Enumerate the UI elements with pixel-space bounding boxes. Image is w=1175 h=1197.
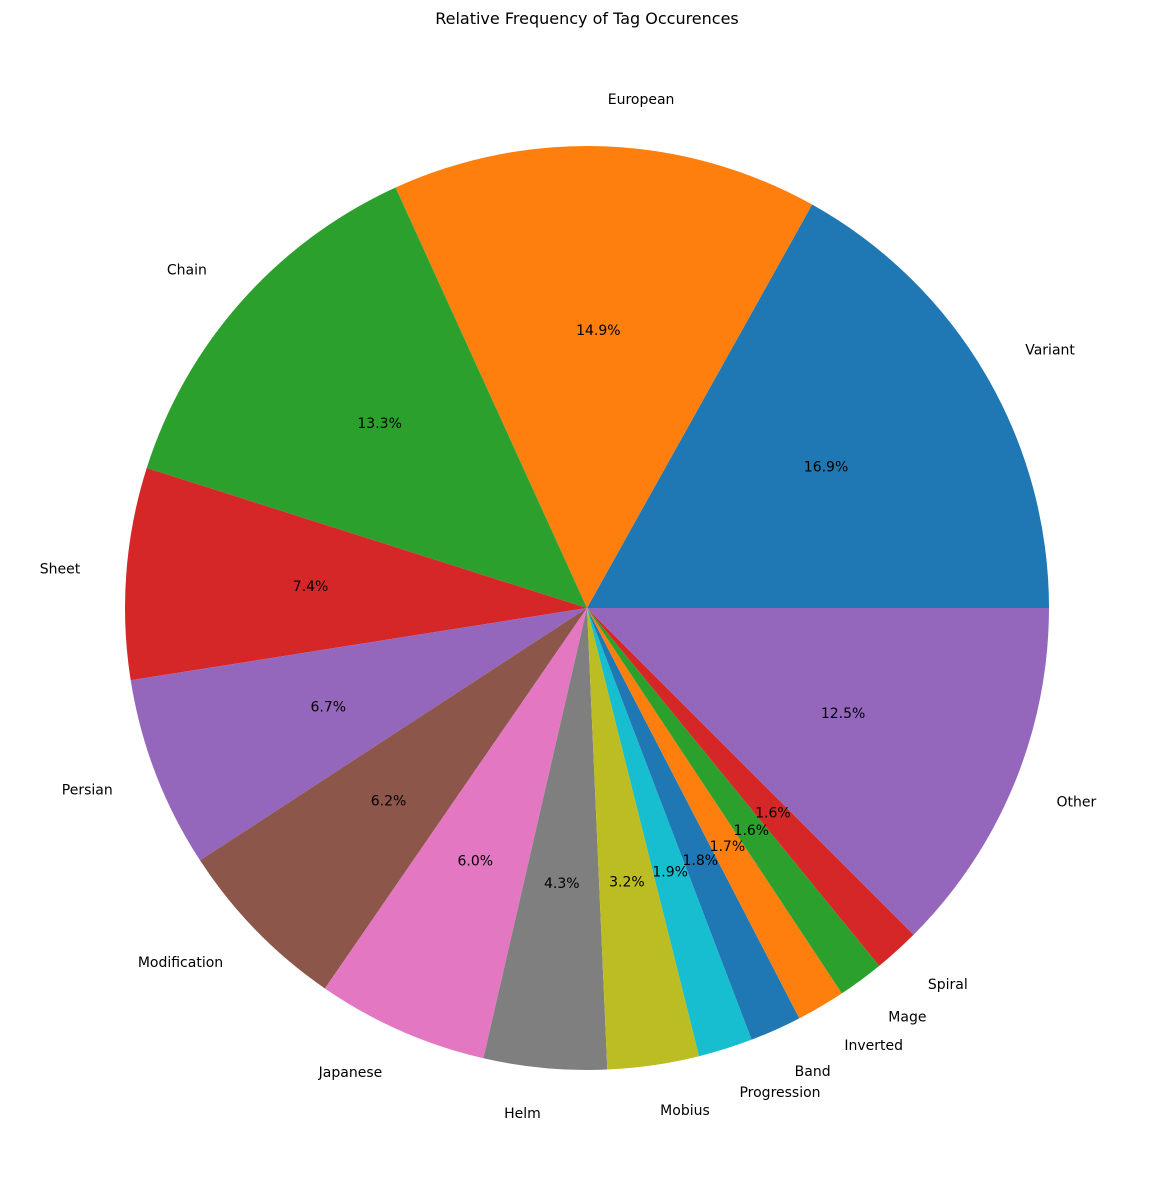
slice-label-inverted: Inverted xyxy=(844,1038,903,1054)
pie-slice-modification xyxy=(200,608,587,989)
percent-label-chain: 13.3% xyxy=(357,416,401,432)
slice-label-mobius: Mobius xyxy=(660,1103,710,1119)
slice-labels: Variant European Chain Sheet Persian Modifica… xyxy=(40,92,1097,1122)
slice-label-mage: Mage xyxy=(888,1009,926,1025)
percent-label-mage: 1.6% xyxy=(734,823,770,839)
slice-label-helm: Helm xyxy=(504,1106,541,1122)
percent-label-progression: 1.9% xyxy=(652,864,688,880)
slice-label-other: Other xyxy=(1057,794,1097,810)
pie-slice-spiral xyxy=(587,608,914,966)
percent-labels: 16.9% 14.9% 13.3% 7.4% 6.7% 6.2% 6.0% 4.3% 3.2% 1… xyxy=(293,323,866,892)
percent-label-spiral: 1.6% xyxy=(755,806,791,822)
slice-label-variant: Variant xyxy=(1025,343,1075,359)
slice-label-progression: Progression xyxy=(739,1085,820,1101)
percent-label-other: 12.5% xyxy=(821,706,865,722)
pie-slices xyxy=(124,145,1049,1070)
slice-label-chain: Chain xyxy=(167,263,207,279)
pie-slice-variant xyxy=(587,204,1049,609)
slice-label-persian: Persian xyxy=(62,783,113,799)
pie-slice-chain xyxy=(146,187,587,608)
pie-slice-persian xyxy=(130,608,587,861)
chart-title: Relative Frequency of Tag Occurences xyxy=(435,9,739,28)
percent-label-modification: 6.2% xyxy=(371,794,407,810)
pie-slice-japanese xyxy=(324,608,587,1059)
pie-slice-european xyxy=(395,145,813,608)
slice-label-sheet: Sheet xyxy=(40,562,81,578)
percent-label-persian: 6.7% xyxy=(311,700,347,716)
percent-label-european: 14.9% xyxy=(576,323,620,339)
slice-label-european: European xyxy=(608,92,675,108)
percent-label-variant: 16.9% xyxy=(804,460,848,476)
percent-label-helm: 4.3% xyxy=(544,876,580,892)
percent-label-japanese: 6.0% xyxy=(458,854,494,870)
slice-label-spiral: Spiral xyxy=(928,977,968,993)
percent-label-inverted: 1.7% xyxy=(710,839,746,855)
percent-label-sheet: 7.4% xyxy=(293,579,329,595)
pie-slice-mobius xyxy=(587,608,700,1070)
slice-label-modification: Modification xyxy=(138,955,223,971)
percent-label-mobius: 3.2% xyxy=(609,874,645,890)
pie-slice-helm xyxy=(483,608,608,1070)
slice-label-band: Band xyxy=(795,1064,831,1080)
slice-label-japanese: Japanese xyxy=(318,1065,383,1081)
pie-slice-inverted xyxy=(587,608,842,1019)
pie-slice-mage xyxy=(587,608,880,994)
percent-label-band: 1.8% xyxy=(682,853,718,869)
pie-slice-progression xyxy=(587,608,752,1057)
pie-slice-band xyxy=(587,608,800,1040)
pie-slice-other xyxy=(587,608,1049,935)
pie-slice-sheet xyxy=(124,467,587,681)
